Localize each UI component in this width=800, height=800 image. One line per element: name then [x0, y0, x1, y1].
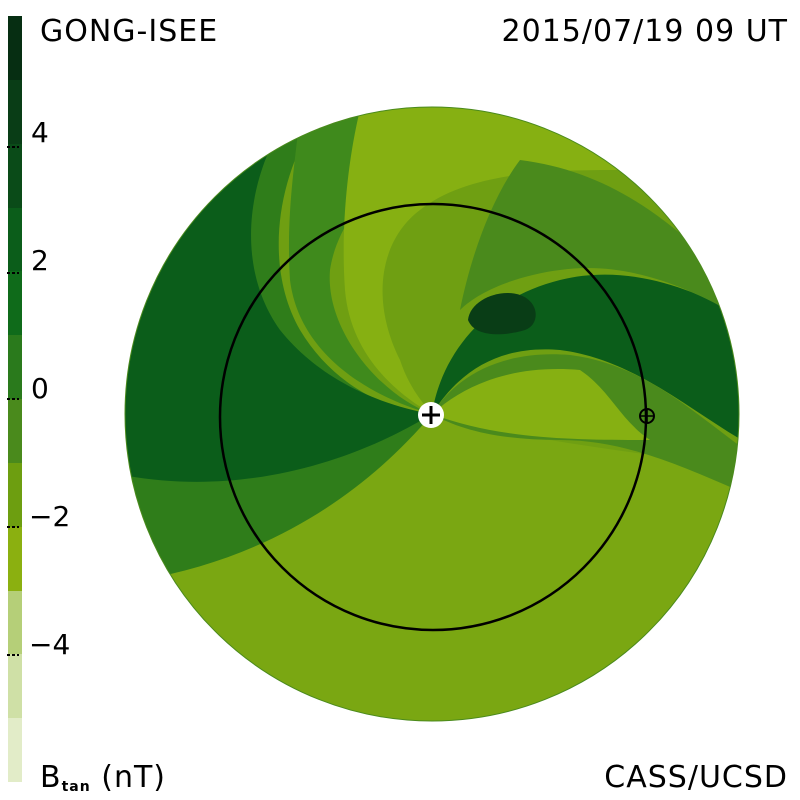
colorbar-tick-mark: [7, 146, 19, 148]
colorbar-tick-mark: [7, 526, 19, 528]
colorbar-swatch: [8, 526, 22, 591]
colorbar-swatch: [8, 462, 22, 528]
map-region-lower-left: [125, 414, 432, 580]
colorbar-tick-mark: [7, 398, 19, 400]
sun-marker: [418, 402, 444, 428]
colorbar-tick-label: −2: [29, 500, 71, 533]
colorbar-tick-label: −4: [29, 628, 71, 661]
colorbar-tick-label: 4: [31, 116, 49, 149]
colorbar-unit-label: Btan (nT): [40, 760, 166, 795]
map-disk: [125, 107, 739, 721]
colorbar-swatch: [8, 207, 22, 272]
colorbar-tick-mark: [7, 272, 19, 274]
map-region-light-spiral: [343, 107, 620, 414]
colorbar-swatch: [8, 399, 22, 464]
colorbar-tick-label: 0: [31, 372, 49, 405]
map-region-right-light: [432, 369, 650, 440]
unit-subscript: tan: [61, 779, 91, 795]
unit-text: (nT): [101, 760, 166, 795]
colorbar-tick-label: 2: [31, 244, 49, 277]
map-region-upper-right: [460, 160, 739, 330]
earth-marker: [639, 408, 655, 424]
map-dark-blob: [468, 292, 536, 335]
colorbar-swatch: [8, 16, 22, 81]
colorbar-swatch: [8, 271, 22, 336]
colorbar-swatch: [8, 718, 22, 783]
data-source-label: GONG-ISEE: [40, 14, 219, 49]
colorbar-swatch: [8, 79, 22, 145]
colorbar-swatch: [8, 590, 22, 655]
colorbar-swatch: [8, 654, 22, 719]
colorbar-swatch: [8, 143, 22, 208]
colorbar-swatch: [8, 335, 22, 400]
credit-label: CASS/UCSD: [604, 760, 788, 795]
map-disk-outline: [124, 106, 740, 722]
colorbar-tick-mark: [7, 654, 19, 656]
map-region-upper-band: [288, 107, 480, 414]
colorbar: [8, 16, 22, 783]
datetime-label: 2015/07/19 09 UT: [501, 14, 788, 49]
earth-orbit-circle: [218, 202, 648, 632]
unit-symbol: B: [40, 760, 62, 795]
